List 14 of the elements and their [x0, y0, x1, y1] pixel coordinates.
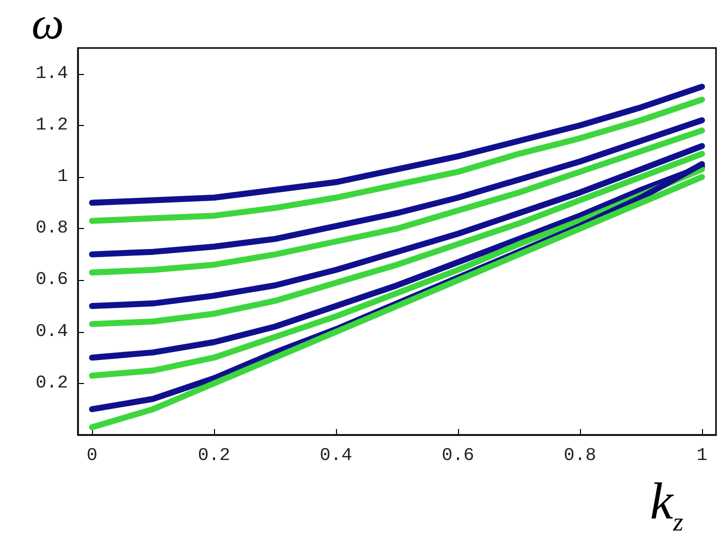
- y-tick-label: 0.4: [36, 322, 68, 342]
- y-tick-label: 1.4: [36, 64, 68, 84]
- y-tick-label: 0.2: [36, 373, 68, 394]
- y-tick-label: 1.2: [36, 115, 68, 136]
- y-tick-label: 0.6: [36, 270, 68, 290]
- x-tick-label: 1: [696, 446, 708, 466]
- y-tick-label: 1: [57, 167, 68, 187]
- y-tick-label: 0.8: [36, 218, 68, 239]
- x-tick-label: 0: [86, 446, 98, 466]
- y-axis-title: ω: [32, 0, 64, 48]
- x-tick-label: 0.6: [442, 446, 474, 466]
- x-tick-label: 0.4: [320, 446, 352, 466]
- x-tick-label: 0.2: [198, 446, 230, 466]
- x-tick-label: 0.8: [564, 446, 596, 466]
